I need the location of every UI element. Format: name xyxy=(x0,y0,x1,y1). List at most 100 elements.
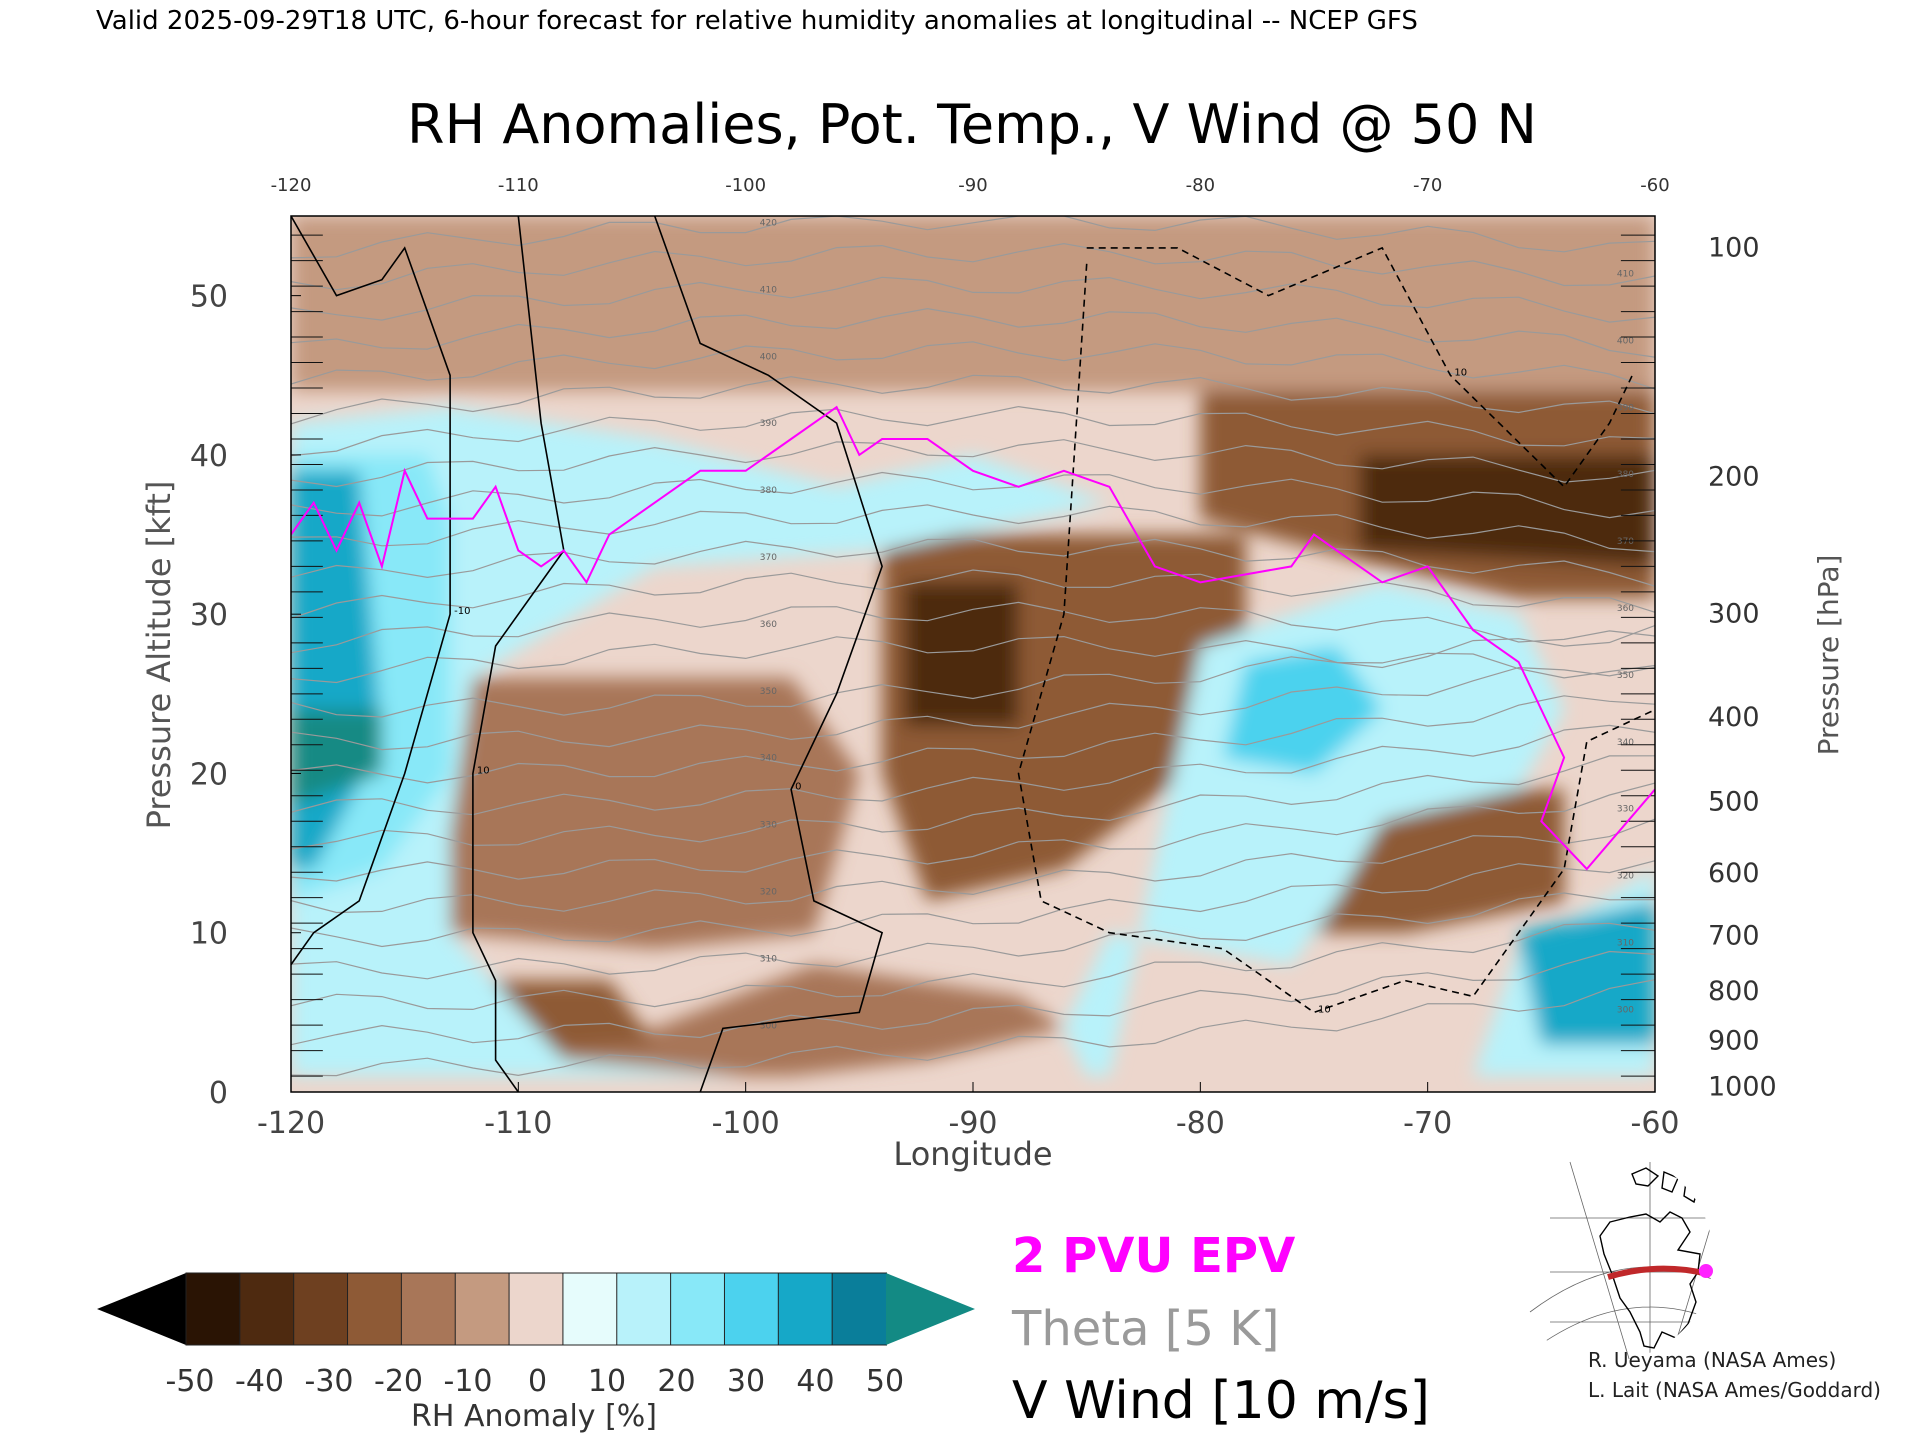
theta-contour xyxy=(291,374,1655,425)
theta-label: 310 xyxy=(1617,938,1634,948)
pressure-tick-label: 500 xyxy=(1708,787,1760,818)
vwind-contours: 0 10 -10 10 10 xyxy=(291,216,1655,1092)
anomaly-region xyxy=(904,582,1019,726)
colorbar-swatch xyxy=(400,1272,457,1346)
theta-label: 400 xyxy=(1617,336,1634,346)
x-top-tick-label: -80 xyxy=(1186,175,1215,196)
theta-contour xyxy=(291,307,1655,358)
left-axis-ticks: 0 10 20 30 40 50 xyxy=(190,280,301,1111)
theta-contour xyxy=(291,666,1655,751)
pv-2pvu-line xyxy=(291,405,1655,871)
theta-contour xyxy=(291,782,1655,882)
theta-contour xyxy=(291,504,1655,553)
inset-graticule xyxy=(1529,1161,1713,1361)
theta-contour xyxy=(291,601,1655,654)
y-tick-label: 0 xyxy=(209,1076,228,1111)
vwind-label: 0 xyxy=(795,781,801,792)
pressure-tick-label: 700 xyxy=(1708,920,1760,951)
theta-label: 380 xyxy=(760,486,777,496)
pv-line xyxy=(291,405,1655,871)
theta-contour xyxy=(291,950,1655,1046)
theta-label: 340 xyxy=(760,754,777,764)
pressure-tick-label: 1000 xyxy=(1708,1072,1777,1103)
colorbar-label: RH Anomaly [%] xyxy=(411,1399,657,1434)
colorbar-tick-label: -30 xyxy=(305,1364,354,1399)
theta-contour xyxy=(291,724,1655,816)
vwind-contour xyxy=(472,216,565,1092)
colorbar-tick-label: 20 xyxy=(657,1364,695,1399)
colorbar-tick-label: -10 xyxy=(444,1364,493,1399)
theta-contour xyxy=(291,979,1655,1077)
vwind-label: -10 xyxy=(454,606,470,617)
chart-title: RH Anomalies, Pot. Temp., V Wind @ 50 N xyxy=(407,93,1537,156)
colorbar-swatch xyxy=(454,1272,511,1346)
pressure-level-marks xyxy=(291,234,1655,1077)
x-tick-label: -110 xyxy=(484,1106,552,1141)
theta-label: 300 xyxy=(1617,1005,1634,1015)
theta-contour xyxy=(291,860,1655,948)
vwind-contour xyxy=(291,216,451,966)
plot-area: 300 300 310 310 320 320 330 330 340 340 350 350 360 3… xyxy=(290,203,1656,1093)
theta-label: 300 xyxy=(760,1021,777,1031)
anomaly-region xyxy=(1359,454,1655,567)
pressure-tick-label: 100 xyxy=(1708,232,1760,263)
header-text: Valid 2025-09-29T18 UTC, 6-hour forecast… xyxy=(96,6,1418,36)
x-top-tick-label: -60 xyxy=(1640,175,1669,196)
theta-contour xyxy=(291,635,1655,684)
y-tick-label: 50 xyxy=(190,280,228,315)
colorbar-swatch xyxy=(723,1272,780,1346)
theta-contour xyxy=(291,624,1655,718)
bottom-axis-ticks: -120 -110 -100 -90 -80 -70 -60 xyxy=(257,1082,1680,1141)
x-top-tick-label: -90 xyxy=(958,175,987,196)
colorbar: -50 -40 -30 -20 -10 0 10 20 30 40 50 xyxy=(97,1272,975,1399)
vwind-label: 10 xyxy=(1454,367,1467,378)
colorbar-tick-label: 40 xyxy=(796,1364,834,1399)
colorbar-under-arrow xyxy=(97,1273,186,1345)
theta-label: 370 xyxy=(1617,537,1634,547)
colorbar-swatch xyxy=(670,1272,726,1346)
y-tick-label: 40 xyxy=(190,439,228,474)
theta-contour xyxy=(291,695,1655,784)
x-tick-label: -80 xyxy=(1176,1106,1225,1141)
theta-label: 370 xyxy=(760,553,777,563)
anomaly-region xyxy=(1223,646,1383,774)
theta-label: 350 xyxy=(1617,671,1634,681)
vwind-contour xyxy=(1017,263,1655,1014)
y-axis-label-right: Pressure [hPa] xyxy=(1812,555,1845,756)
rh-anomaly-field xyxy=(291,216,1655,1077)
theta-contour xyxy=(291,471,1655,519)
theta-contours: 300 300 310 310 320 320 330 330 340 340 350 350 360 3… xyxy=(291,203,1655,1077)
theta-label: 360 xyxy=(1617,604,1634,614)
legend-entry: Theta [5 K] xyxy=(1011,1301,1280,1357)
theta-label: 340 xyxy=(1617,738,1634,748)
right-axis-ticks: 100 200 300 400 500 600 700 800 900 1000 xyxy=(1708,232,1777,1102)
pressure-tick-label: 200 xyxy=(1708,462,1760,493)
inset-coastline xyxy=(1599,1167,1713,1361)
colorbar-tick-label: 30 xyxy=(727,1364,765,1399)
theta-label: 420 xyxy=(1617,203,1634,213)
theta-label: 390 xyxy=(760,419,777,429)
theta-contour xyxy=(291,439,1655,488)
theta-label: 410 xyxy=(1617,270,1634,280)
inset-point xyxy=(1699,1264,1713,1278)
theta-label: 330 xyxy=(760,821,777,831)
theta-label: 400 xyxy=(760,352,777,362)
x-top-tick-label: -120 xyxy=(271,175,312,196)
theta-label: 350 xyxy=(760,687,777,697)
colorbar-swatch xyxy=(508,1272,564,1346)
anomaly-region xyxy=(291,407,1110,1077)
legend-entry: V Wind [10 m/s] xyxy=(1012,1371,1430,1431)
theta-contour xyxy=(291,755,1655,850)
colorbar-tick-label: 0 xyxy=(528,1364,547,1399)
colorbar-tick-label: -40 xyxy=(235,1364,284,1399)
pressure-tick-label: 800 xyxy=(1708,976,1760,1007)
theta-contour xyxy=(291,341,1655,390)
pressure-tick-label: 400 xyxy=(1708,702,1760,733)
colorbar-swatch xyxy=(616,1272,672,1346)
theta-label: 320 xyxy=(760,888,777,898)
inset-section-line xyxy=(1607,1265,1709,1280)
theta-label: 310 xyxy=(760,954,777,964)
legend: 2 PVU EPV Theta [5 K] V Wind [10 m/s] xyxy=(1011,1228,1430,1431)
x-tick-label: -120 xyxy=(257,1106,325,1141)
